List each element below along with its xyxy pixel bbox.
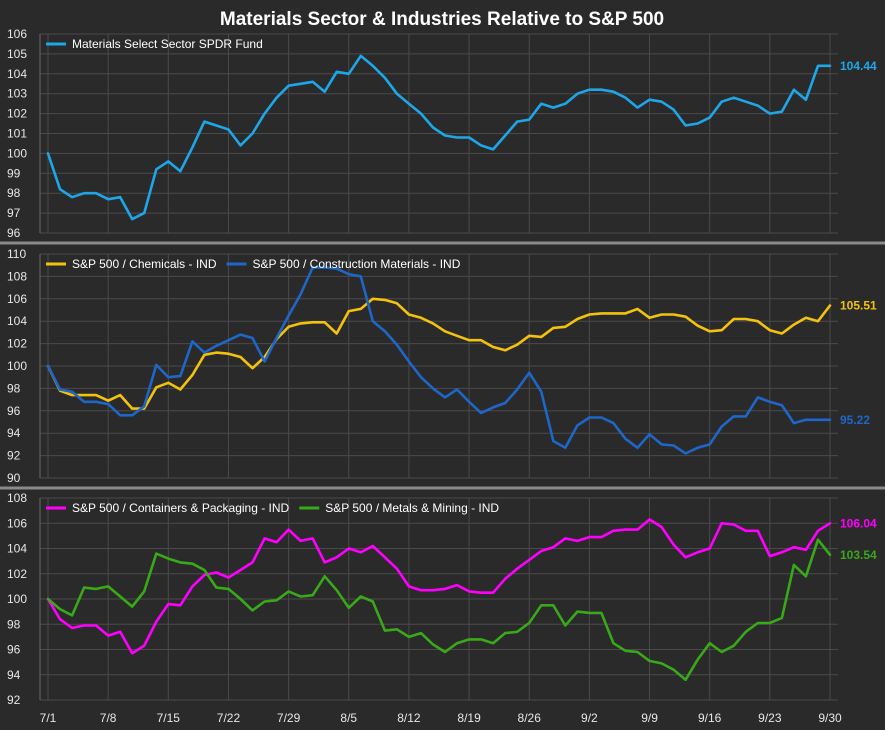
end-value-label: 106.04 <box>840 516 877 530</box>
y-tick-label: 106 <box>7 516 27 530</box>
series-line-2-1 <box>46 297 832 410</box>
chart-title: Materials Sector & Industries Relative t… <box>220 9 664 30</box>
panel-divider <box>0 486 885 490</box>
y-tick-label: 92 <box>7 693 21 707</box>
y-tick-label: 92 <box>7 449 21 463</box>
series-line-1-1 <box>46 54 832 221</box>
x-axis: 7/1 7/8 7/15 7/22 7/29 8/5 8/12 8/19 8/26 9/2 9/9 9… <box>40 711 842 725</box>
series-line-3-1 <box>46 518 832 655</box>
panel-1: 96 97 98 99 100 101 102 103 104 105 106 104.44 Mater… <box>7 27 877 240</box>
end-value-label: 104.44 <box>840 59 877 73</box>
end-value-label: 103.54 <box>840 548 877 562</box>
y-tick-label: 97 <box>7 206 21 220</box>
y-tick-label: 100 <box>7 146 27 160</box>
x-tick-label: 9/2 <box>581 711 598 725</box>
y-tick-label: 98 <box>7 381 21 395</box>
legend-label: S&P 500 / Chemicals - IND <box>72 257 217 271</box>
y-tick-label: 96 <box>7 643 21 657</box>
x-tick-label: 7/1 <box>40 711 57 725</box>
y-tick-label: 94 <box>7 426 21 440</box>
x-tick-label: 8/12 <box>397 711 421 725</box>
legend-label: Materials Select Sector SPDR Fund <box>72 37 263 51</box>
y-tick-label: 104 <box>7 542 27 556</box>
legend-label: S&P 500 / Metals & Mining - IND <box>325 501 499 515</box>
y-tick-label: 90 <box>7 471 21 485</box>
y-tick-label: 100 <box>7 592 27 606</box>
panel-2: 90 92 94 96 98 100 102 104 106 108 110 105.51 95.22 S… <box>7 247 877 485</box>
x-tick-label: 9/30 <box>818 711 842 725</box>
y-tick-label: 98 <box>7 186 21 200</box>
x-tick-label: 8/5 <box>340 711 357 725</box>
x-tick-label: 9/9 <box>641 711 658 725</box>
x-tick-label: 8/19 <box>457 711 481 725</box>
y-tick-label: 102 <box>7 337 27 351</box>
x-tick-label: 7/29 <box>277 711 301 725</box>
legend-item: S&P 500 / Containers & Packaging - IND <box>46 501 290 515</box>
x-tick-label: 9/16 <box>698 711 722 725</box>
y-tick-label: 104 <box>7 314 27 328</box>
x-tick-label: 8/26 <box>518 711 542 725</box>
y-tick-label: 106 <box>7 292 27 306</box>
x-tick-label: 9/23 <box>758 711 782 725</box>
y-tick-label: 96 <box>7 226 21 240</box>
y-tick-label: 99 <box>7 166 21 180</box>
y-tick-label: 108 <box>7 491 27 505</box>
y-tick-label: 102 <box>7 567 27 581</box>
y-tick-label: 103 <box>7 87 27 101</box>
y-tick-label: 101 <box>7 127 27 141</box>
y-tick-label: 96 <box>7 404 21 418</box>
y-tick-label: 102 <box>7 107 27 121</box>
end-value-label: 105.51 <box>840 299 877 313</box>
panel-divider <box>0 241 885 245</box>
y-tick-label: 108 <box>7 269 27 283</box>
legend-item: S&P 500 / Construction Materials - IND <box>226 257 461 271</box>
y-tick-label: 105 <box>7 47 27 61</box>
series-line-2-2 <box>46 266 832 455</box>
legend-item: S&P 500 / Metals & Mining - IND <box>299 501 499 515</box>
legend-label: S&P 500 / Containers & Packaging - IND <box>72 501 290 515</box>
chart-panels: 96 97 98 99 100 101 102 103 104 105 106 104.44 Mater… <box>0 27 885 707</box>
y-tick-label: 100 <box>7 359 27 373</box>
x-tick-label: 7/8 <box>100 711 117 725</box>
x-tick-label: 7/22 <box>217 711 241 725</box>
y-tick-label: 98 <box>7 617 21 631</box>
y-tick-label: 104 <box>7 67 27 81</box>
y-tick-label: 110 <box>7 247 26 261</box>
y-tick-label: 94 <box>7 668 21 682</box>
legend-item: Materials Select Sector SPDR Fund <box>46 37 263 51</box>
end-value-label: 95.22 <box>840 413 870 427</box>
x-tick-label: 7/15 <box>157 711 181 725</box>
panel-3: 92 94 96 98 100 102 104 106 108 106.04 103.54 S&P 5… <box>7 491 877 707</box>
legend-item: S&P 500 / Chemicals - IND <box>46 257 217 271</box>
legend-label: S&P 500 / Construction Materials - IND <box>253 257 461 271</box>
series-line-3-2 <box>46 538 832 682</box>
y-tick-label: 106 <box>7 27 27 41</box>
